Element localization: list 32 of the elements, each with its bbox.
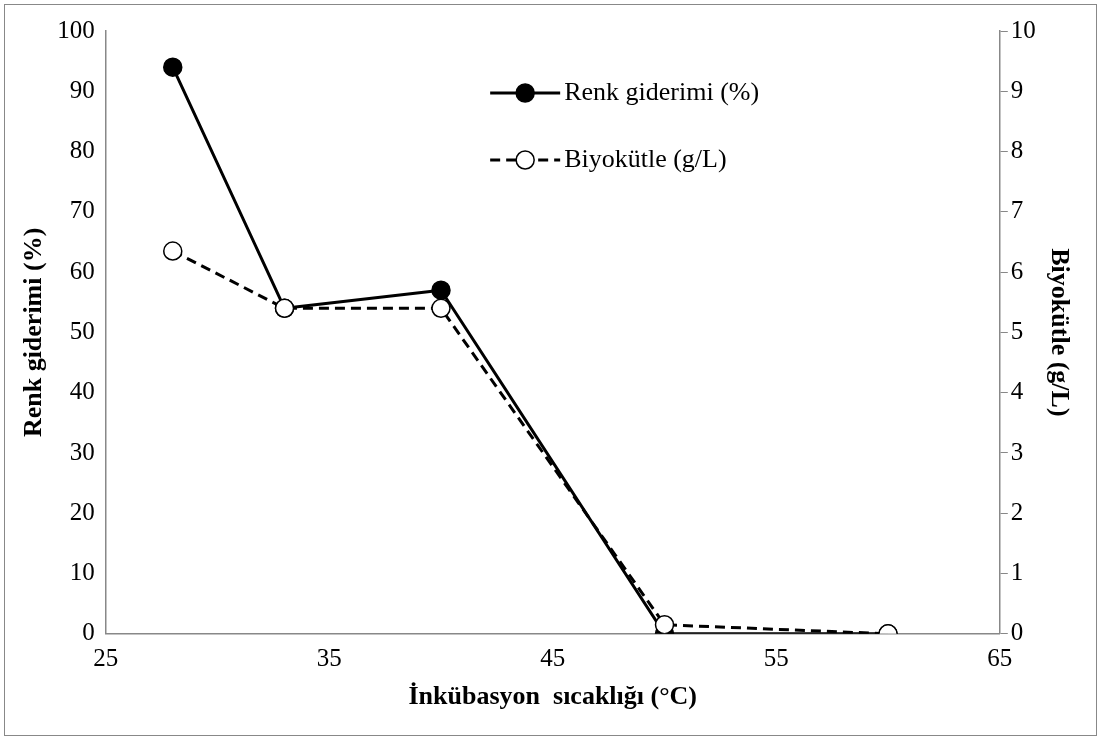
y2-tick-label: 9 [1010,75,1024,103]
y2-tick-label: 0 [1010,618,1024,646]
y-tick-label: 40 [69,377,95,405]
y-tick-label: 30 [69,437,95,465]
x-tick-label: 35 [316,644,342,672]
y2-tick-label: 4 [1010,377,1024,405]
legend-label: Renk giderimi (%) [564,76,760,106]
y2-tick-label: 7 [1010,196,1024,224]
y-tick-label: 60 [69,256,95,284]
y2-tick-label: 5 [1010,316,1024,344]
y-tick-label: 50 [69,316,95,344]
y2-tick-label: 2 [1010,497,1024,525]
y2-tick-label: 10 [1010,15,1036,43]
x-tick-label: 45 [540,644,566,672]
y-tick-label: 70 [69,196,95,224]
y-tick-label: 100 [57,15,95,43]
y-tick-label: 90 [69,75,95,103]
y-tick-label: 0 [82,618,95,646]
y-tick-label: 10 [69,558,95,586]
y-tick-label: 80 [69,136,95,164]
y2-tick-label: 6 [1010,256,1024,284]
y-tick-label: 20 [69,497,95,525]
x-tick-label: 25 [93,644,119,672]
x-axis-title: İnkübasyon sıcaklığı (°C) [408,681,698,711]
y2-axis-title: Biyokütle (g/L) [1045,248,1075,417]
y2-tick-label: 3 [1010,437,1024,465]
x-tick-label: 65 [987,644,1013,672]
x-tick-label: 55 [763,644,789,672]
y-axis-title: Renk giderimi (%) [18,227,48,438]
y2-tick-label: 1 [1010,558,1024,586]
legend-label: Biyokütle (g/L) [564,143,727,173]
y2-tick-label: 8 [1010,136,1024,164]
